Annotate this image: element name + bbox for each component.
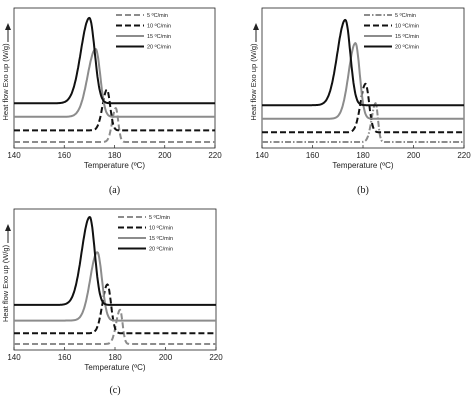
series-line	[14, 88, 215, 132]
x-tick-label: 220	[208, 151, 222, 160]
x-tick-label: 200	[158, 151, 172, 160]
x-tick-label: 140	[7, 151, 21, 160]
y-axis-label: Heat flow Exo up (W/g)	[1, 43, 10, 121]
legend-entry: 15 ºC/min	[149, 235, 173, 242]
series-line	[262, 102, 464, 143]
x-axis-label: Temperature (ºC)	[332, 161, 393, 170]
legend-entry: 20 ºC/min	[395, 44, 419, 51]
legend-entry: 5 ºC/min	[395, 12, 416, 19]
panel-label: (a)	[109, 185, 120, 196]
x-tick-label: 180	[108, 353, 122, 362]
x-tick-label: 200	[159, 353, 173, 362]
series-group	[262, 18, 464, 143]
plot-frame	[261, 7, 465, 149]
x-tick-label: 160	[58, 353, 72, 362]
panel-label: (b)	[357, 185, 369, 196]
y-axis-label: Heat flow Exo up (W/g)	[249, 43, 258, 121]
legend-entry: 10 ºC/min	[147, 23, 171, 30]
panel-2: 140 160 180 200 220 Temperature (ºC) Heat flow…	[249, 7, 471, 196]
y-axis-label: Heat flow Exo up (W/g)	[1, 244, 10, 322]
series-group	[14, 16, 215, 143]
legend-entry: 5 ºC/min	[147, 12, 168, 19]
x-axis-label: Temperature (ºC)	[84, 161, 145, 170]
y-axis-arrow-icon	[253, 23, 259, 30]
x-axis-label: Temperature (ºC)	[84, 363, 145, 372]
x-tick-label: 220	[457, 151, 471, 160]
legend-entry: 20 ºC/min	[147, 44, 171, 51]
series-group	[14, 216, 216, 345]
legend: 5 ºC/min 10 ºC/min 15 ºC/min 20 ºC/min	[364, 12, 419, 51]
legend-entry: 10 ºC/min	[395, 23, 419, 30]
x-tick-label: 200	[407, 151, 421, 160]
series-line	[14, 283, 216, 335]
plot-frame	[13, 7, 216, 149]
x-tick-label: 180	[356, 151, 370, 160]
x-tick-label: 160	[306, 151, 320, 160]
series-line	[262, 42, 464, 120]
legend-entry: 15 ºC/min	[395, 33, 419, 40]
x-tick-label: 160	[58, 151, 72, 160]
x-tick-label: 140	[7, 353, 21, 362]
series-line	[14, 107, 215, 143]
legend-entry: 10 ºC/min	[149, 225, 173, 232]
y-axis-arrow-icon	[5, 23, 11, 30]
legend-entry: 5 ºC/min	[149, 214, 170, 221]
legend-entry: 20 ºC/min	[149, 246, 173, 253]
series-line	[262, 82, 464, 134]
panel-1: 140 160 180 200 220 Temperature (ºC) Heat flow…	[1, 7, 222, 196]
panel-label: (c)	[109, 385, 120, 396]
x-tick-label: 220	[209, 353, 223, 362]
series-line	[14, 216, 216, 306]
x-tick-label: 180	[108, 151, 122, 160]
series-line	[14, 48, 215, 118]
legend: 5 ºC/min 10 ºC/min 15 ºC/min 20 ºC/min	[118, 214, 173, 253]
series-line	[14, 16, 215, 105]
panel-3: 140 160 180 200 220 Temperature (ºC) Heat flow…	[1, 208, 223, 396]
x-tick-label: 140	[255, 151, 269, 160]
series-line	[262, 18, 464, 107]
y-axis-arrow-icon	[5, 224, 11, 231]
legend: 5 ºC/min 10 ºC/min 15 ºC/min 20 ºC/min	[116, 12, 171, 51]
series-line	[14, 251, 216, 322]
legend-entry: 15 ºC/min	[147, 33, 171, 40]
